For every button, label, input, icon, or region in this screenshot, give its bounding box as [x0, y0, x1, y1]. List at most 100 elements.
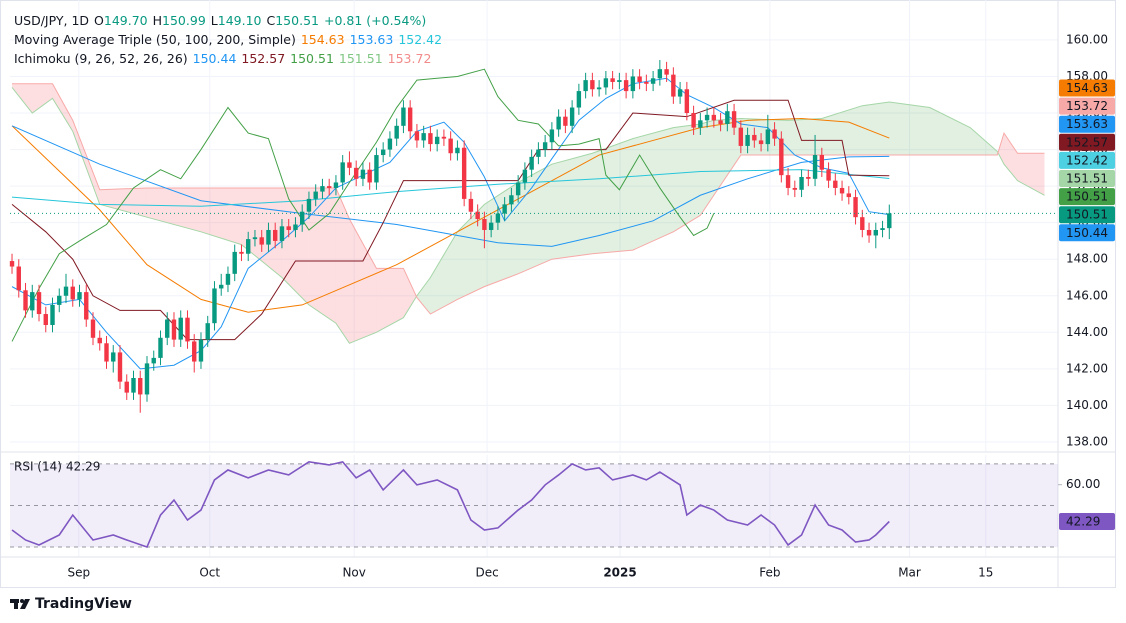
cloud-segment — [592, 138, 633, 254]
candle-body — [266, 229, 271, 245]
y-tick-label: 158.00 — [1066, 69, 1108, 83]
candle-body — [704, 114, 710, 121]
candle-body — [36, 292, 42, 315]
ohlc-key: L — [210, 13, 218, 28]
candle-body — [873, 229, 878, 236]
candle-body — [90, 319, 96, 338]
candle-body — [198, 339, 204, 362]
rsi-tag-label: 42.29 — [1066, 514, 1100, 528]
candle-body — [880, 228, 885, 230]
price-tag-label: 152.42 — [1066, 153, 1108, 167]
candle-body — [569, 107, 575, 126]
candle-body — [407, 107, 413, 132]
candle-body — [839, 187, 845, 194]
candle-body — [252, 237, 258, 240]
candle-body — [171, 319, 177, 340]
candle-body — [212, 288, 217, 324]
candle-body — [866, 229, 872, 236]
candle-body — [556, 116, 561, 130]
candle-body — [380, 149, 386, 156]
candle-body — [779, 138, 784, 176]
candle-body — [718, 120, 723, 124]
price-tag — [1059, 224, 1115, 242]
symbol: USD/JPY, 1D — [14, 13, 90, 28]
indicator-value: 154.63 — [300, 32, 345, 47]
candle-body — [158, 337, 163, 358]
candle-body — [192, 341, 197, 362]
y-tick-label: 138.00 — [1066, 434, 1108, 448]
candle-body — [563, 116, 568, 126]
candle-body — [70, 286, 75, 300]
candle-body — [347, 162, 352, 168]
candle-body — [353, 167, 359, 179]
x-tick-label: 2025 — [603, 566, 636, 580]
candle-body — [819, 155, 825, 170]
cloud-segment — [308, 187, 336, 324]
candle-body — [104, 343, 109, 362]
y-tick-label: 160.00 — [1066, 32, 1108, 46]
candle-body — [758, 140, 764, 145]
legend-row: Moving Average Triple (50, 100, 200, Sim… — [14, 30, 447, 49]
candle-body — [812, 155, 818, 179]
ohlc-key: O — [94, 13, 104, 28]
candle-body — [785, 175, 791, 188]
candle-body — [16, 266, 21, 291]
candle-body — [590, 80, 595, 90]
candle-body — [124, 381, 129, 393]
indicator-line — [11, 117, 890, 313]
candle-body — [488, 222, 494, 230]
candle-body — [745, 134, 750, 146]
cloud-segment — [52, 83, 73, 132]
brand: TradingView — [10, 596, 132, 612]
candle-body — [306, 198, 312, 212]
candle-body — [853, 197, 858, 218]
indicator-line — [11, 169, 890, 207]
candle-body — [495, 213, 501, 223]
indicator-value: 151.51 — [338, 51, 383, 66]
candle-body — [691, 113, 696, 128]
y-tick-label: 148.00 — [1066, 252, 1108, 266]
candle-body — [502, 204, 507, 214]
candle-body — [151, 357, 156, 364]
candle-body — [792, 187, 798, 190]
cloud-segment — [403, 268, 417, 318]
indicator-line — [11, 125, 890, 247]
candle-body — [529, 156, 534, 170]
candle-body — [846, 193, 852, 198]
price-tag-label: 150.51 — [1066, 208, 1108, 222]
price-tag-label: 153.63 — [1066, 117, 1108, 131]
price-tag — [1059, 115, 1115, 133]
candle-body — [178, 317, 183, 340]
candle-body — [360, 169, 366, 179]
candle-body — [657, 69, 663, 79]
chart-frame — [0, 0, 1116, 588]
candle-body — [232, 251, 237, 274]
cloud-segment — [430, 231, 458, 315]
y-tick-label: 142.00 — [1066, 361, 1108, 375]
cloud-segment — [146, 187, 201, 232]
candle-body — [225, 273, 231, 285]
indicator-line — [11, 77, 890, 370]
legend-row: Ichimoku (9, 26, 52, 26, 26) 150.44 152.57… — [14, 49, 447, 68]
indicator-value: 152.42 — [398, 32, 443, 47]
change: +0.81 (+0.54%) — [323, 13, 427, 28]
candle-body — [623, 80, 629, 92]
cloud-segment — [997, 133, 1005, 165]
y-tick-label: 146.00 — [1066, 288, 1108, 302]
price-tag-label: 150.44 — [1066, 226, 1108, 240]
candle-body — [320, 186, 325, 192]
y-tick-label: 60.00 — [1066, 477, 1100, 491]
cloud-segment — [200, 187, 242, 245]
price-tag — [1059, 188, 1115, 206]
x-tick-label: 15 — [978, 566, 993, 580]
cloud-segment — [518, 164, 552, 274]
x-tick-label: Nov — [342, 566, 365, 580]
candle-body — [644, 81, 649, 84]
candle-body — [583, 80, 588, 92]
candle-body — [711, 114, 717, 121]
x-tick-label: Feb — [759, 566, 780, 580]
candle-body — [131, 377, 136, 393]
cloud-segment — [376, 268, 404, 333]
candle-body — [428, 133, 433, 145]
candle-body — [731, 111, 737, 128]
